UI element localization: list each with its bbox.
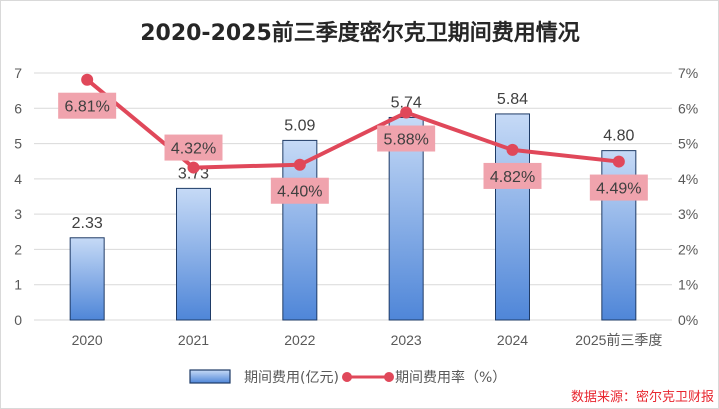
bar bbox=[176, 187, 211, 321]
y-tick-label: 6 bbox=[14, 100, 22, 116]
y-tick-label: 3 bbox=[14, 206, 22, 222]
bar-data-label: 4.80 bbox=[603, 128, 634, 145]
x-tick-label: 2025前三季度 bbox=[575, 332, 662, 348]
y-tick-label: 2 bbox=[14, 241, 22, 257]
rate-label-bg bbox=[377, 125, 436, 152]
bar-data-label: 2.33 bbox=[72, 215, 103, 232]
y2-tick-label: 4% bbox=[678, 171, 698, 187]
legend-bar-label: 期间费用(亿元) bbox=[244, 370, 339, 386]
rate-label-bg bbox=[483, 162, 542, 189]
rate-data-label: 4.32% bbox=[171, 141, 216, 158]
y2-tick-label: 0% bbox=[678, 312, 698, 328]
y-tick-label: 1 bbox=[14, 277, 22, 293]
bar bbox=[69, 237, 105, 321]
y-tick-label: 7 bbox=[14, 65, 22, 81]
y2-tick-label: 1% bbox=[678, 277, 698, 293]
x-tick-label: 2022 bbox=[284, 332, 315, 348]
legend-bar-swatch bbox=[189, 369, 231, 384]
bar-data-label: 5.74 bbox=[391, 94, 422, 111]
rate-data-label: 4.40% bbox=[277, 184, 322, 201]
bar-data-label: 3.73 bbox=[178, 165, 209, 182]
legend-line-marker bbox=[384, 372, 394, 382]
rate-label-bg bbox=[589, 174, 648, 201]
source-note: 数据来源：密尔克卫财报 bbox=[571, 389, 714, 405]
rate-label-bg bbox=[270, 177, 329, 204]
y-tick-label: 0 bbox=[14, 312, 22, 328]
y-tick-label: 4 bbox=[14, 171, 22, 187]
rate-marker bbox=[187, 161, 200, 174]
rate-data-label: 4.49% bbox=[596, 181, 641, 198]
y2-tick-label: 2% bbox=[678, 241, 698, 257]
rate-data-label: 5.88% bbox=[383, 132, 428, 149]
rate-marker bbox=[81, 73, 94, 86]
x-tick-label: 2020 bbox=[72, 332, 103, 348]
y2-tick-label: 7% bbox=[678, 65, 698, 81]
x-tick-label: 2021 bbox=[178, 332, 209, 348]
x-tick-label: 2023 bbox=[391, 332, 422, 348]
bar-data-label: 5.84 bbox=[497, 91, 528, 108]
rate-data-label: 6.81% bbox=[64, 99, 109, 116]
x-tick-label: 2024 bbox=[497, 332, 528, 348]
legend-line-marker bbox=[342, 372, 352, 382]
y2-tick-label: 3% bbox=[678, 206, 698, 222]
bar-data-label: 5.09 bbox=[284, 117, 315, 134]
rate-marker bbox=[293, 158, 306, 171]
y-tick-label: 5 bbox=[14, 136, 22, 152]
rate-marker bbox=[612, 155, 625, 168]
rate-label-bg bbox=[164, 134, 223, 161]
rate-label-bg bbox=[58, 92, 117, 119]
y2-tick-label: 5% bbox=[678, 136, 698, 152]
rate-data-label: 4.82% bbox=[490, 169, 535, 186]
chart-title: 2020-2025前三季度密尔克卫期间费用情况 bbox=[140, 20, 580, 46]
y2-tick-label: 6% bbox=[678, 100, 698, 116]
rate-marker bbox=[506, 143, 519, 156]
legend-line-label: 期间费用率（%） bbox=[395, 369, 506, 386]
rate-marker bbox=[400, 106, 413, 119]
